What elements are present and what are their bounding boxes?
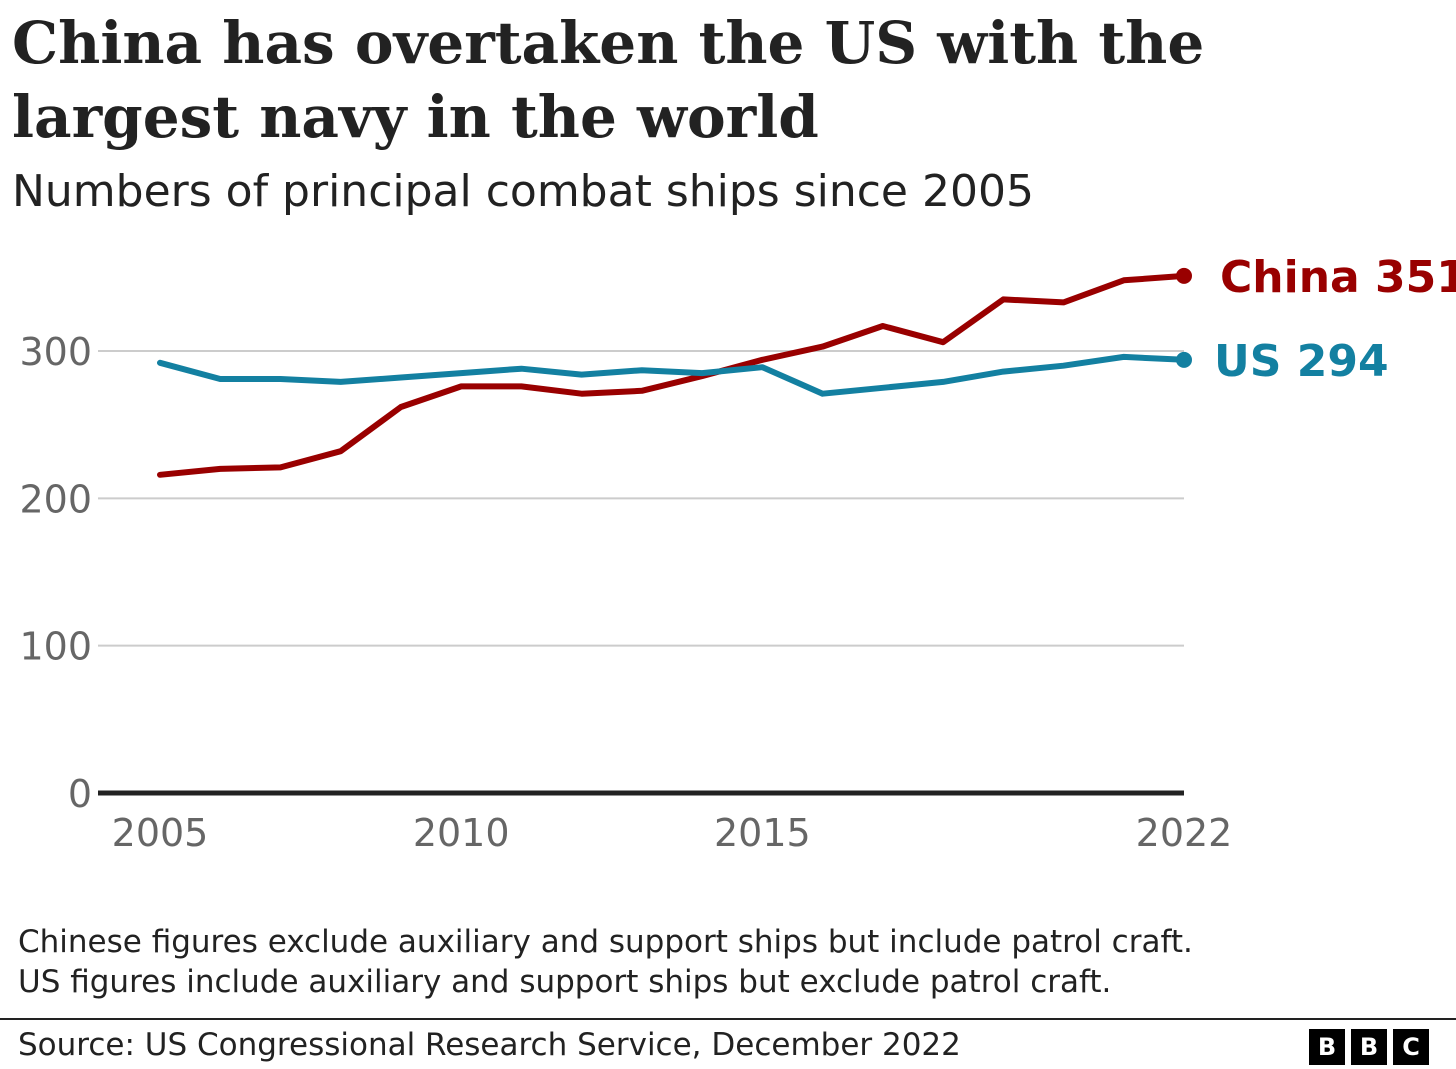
us-series-line <box>157 353 1187 397</box>
x-tick-label: 2005 <box>112 811 209 855</box>
us-data-point <box>759 364 765 370</box>
china-end-label: China 351 <box>1220 252 1456 303</box>
us-end-point <box>1176 351 1192 368</box>
us-data-point <box>699 370 705 376</box>
us-data-point <box>1121 354 1127 360</box>
chart-subtitle: Numbers of principal combat ships since … <box>12 166 1034 217</box>
footnote: Chinese figures exclude auxiliary and su… <box>18 922 1193 1002</box>
china-series-line <box>157 272 1187 478</box>
china-data-point <box>940 339 946 345</box>
china-data-point <box>157 472 163 478</box>
china-data-point <box>217 466 223 472</box>
china-data-point <box>1061 299 1067 305</box>
y-tick-label: 100 <box>19 625 92 669</box>
us-data-point <box>639 367 645 373</box>
x-axis-tick-labels: 2005 2010 2015 2022 <box>112 811 1233 855</box>
logo-letter-b1: B <box>1309 1029 1345 1065</box>
china-data-point <box>277 464 283 470</box>
y-tick-label: 0 <box>68 772 92 816</box>
y-tick-label: 300 <box>19 330 92 374</box>
china-data-point <box>458 383 464 389</box>
us-data-point <box>217 376 223 382</box>
china-data-point <box>639 388 645 394</box>
china-data-point <box>820 344 826 350</box>
x-tick-label: 2022 <box>1136 811 1233 855</box>
footnote-us: US figures include auxiliary and support… <box>18 964 1112 1000</box>
chart-title: China has overtaken the US with the larg… <box>12 9 1205 151</box>
y-tick-label: 200 <box>19 477 92 521</box>
us-data-point <box>277 376 283 382</box>
us-data-point <box>820 391 826 397</box>
series-lines <box>157 267 1192 478</box>
us-data-point <box>940 379 946 385</box>
bbc-logo: B B C <box>1309 1029 1429 1065</box>
footnote-china: Chinese figures exclude auxiliary and su… <box>18 924 1193 960</box>
series-end-labels: China 351 US 294 <box>1214 252 1456 387</box>
us-data-point <box>1061 363 1067 369</box>
china-data-point <box>398 404 404 410</box>
footer-divider <box>0 1018 1456 1020</box>
x-tick-label: 2015 <box>714 811 811 855</box>
china-data-point <box>1000 296 1006 302</box>
x-tick-label: 2010 <box>413 811 510 855</box>
logo-letter-c: C <box>1393 1029 1429 1065</box>
china-data-point <box>1121 277 1127 283</box>
line-chart: 0 100 200 300 2005 2010 2015 2022 China 351 US … <box>19 252 1456 855</box>
china-data-point <box>880 323 886 329</box>
us-data-point <box>398 375 404 381</box>
us-data-point <box>880 385 886 391</box>
source-credit: Source: US Congressional Research Servic… <box>18 1027 961 1063</box>
gridlines <box>98 350 1184 796</box>
y-axis-tick-labels: 0 100 200 300 <box>19 330 92 816</box>
us-data-point <box>579 372 585 378</box>
china-data-point <box>579 391 585 397</box>
us-data-point <box>338 379 344 385</box>
us-data-point <box>157 360 163 366</box>
us-data-point <box>518 366 524 372</box>
us-end-label: US 294 <box>1214 336 1389 387</box>
us-data-point <box>458 370 464 376</box>
china-data-point <box>338 448 344 454</box>
china-end-point <box>1176 267 1192 284</box>
us-data-point <box>1000 369 1006 375</box>
china-data-point <box>518 383 524 389</box>
logo-letter-b2: B <box>1351 1029 1387 1065</box>
china-data-point <box>759 357 765 363</box>
